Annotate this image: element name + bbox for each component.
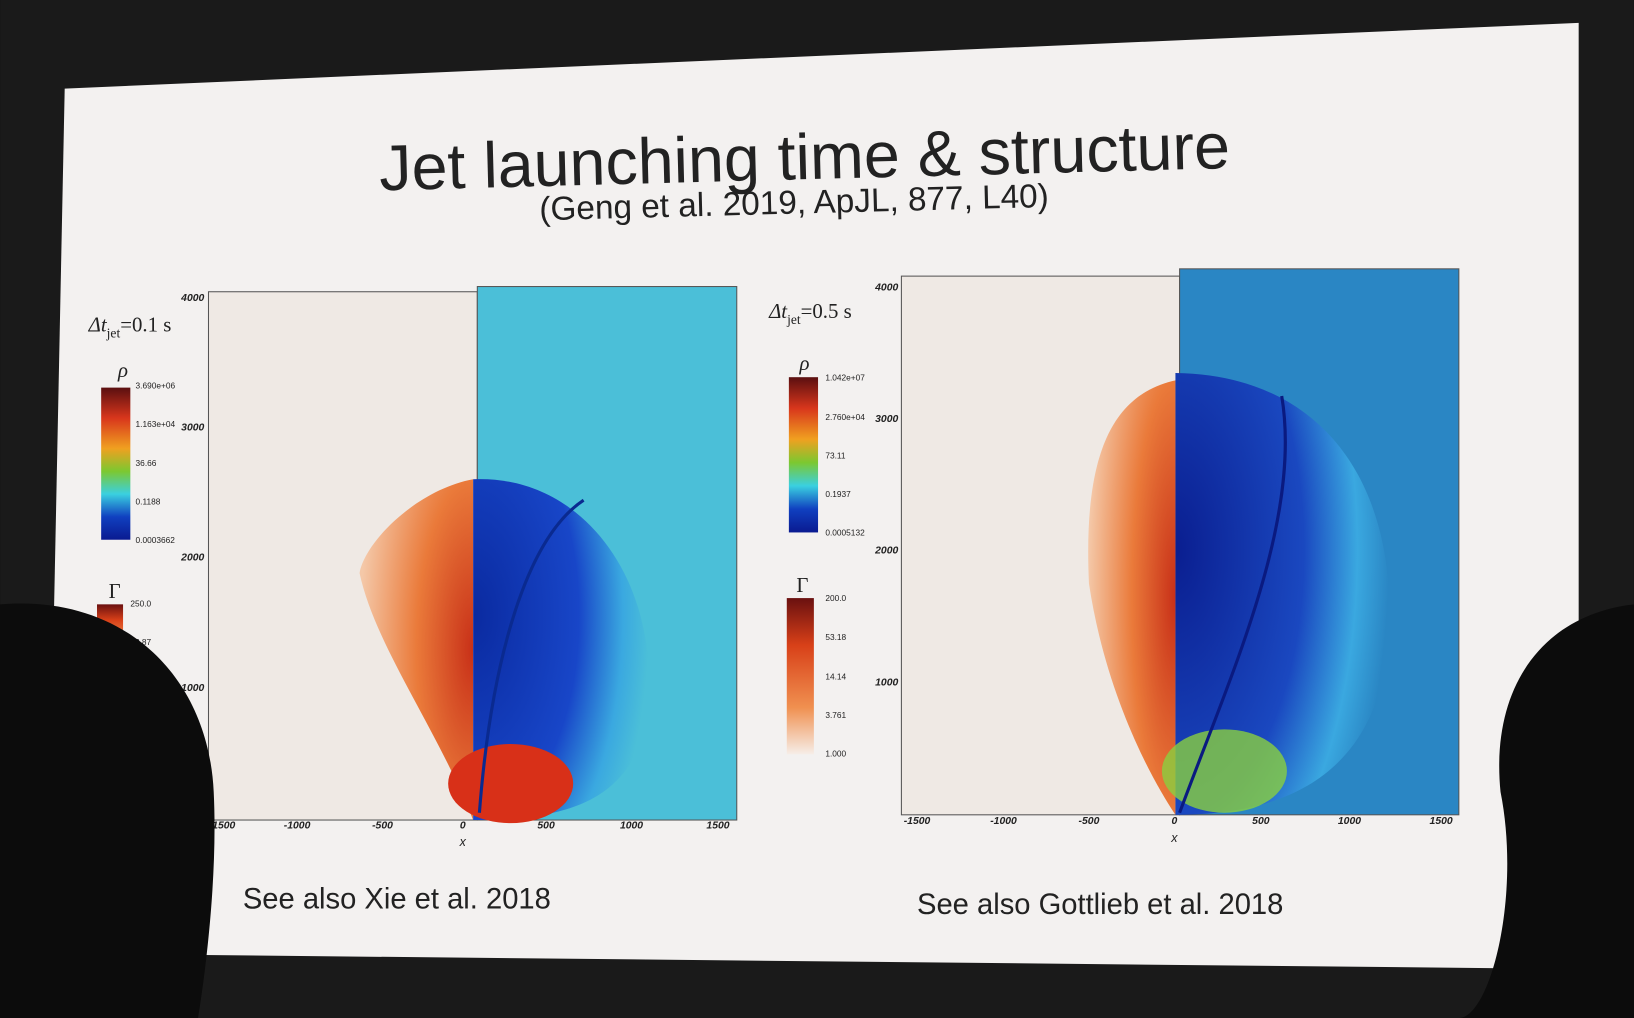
colorbar-tick: 62.87 [130,637,151,647]
x-tick-label: 0 [460,820,466,831]
x-tick-label: -1000 [990,816,1017,827]
colorbar [786,598,814,755]
colorbar-symbol: Γ [109,579,121,603]
labels: Δtjet=0.1 sρ3.690e+061.163e+0436.660.118… [88,283,1453,921]
label-sub: jet [786,312,801,327]
colorbar-tick: 3.690e+06 [136,381,176,391]
label-main: Δt [768,299,788,323]
x-tick-label: 500 [537,820,555,831]
time-label: Δtjet=0.5 s [768,299,852,327]
colorbar-tick: 0.0005132 [825,528,865,538]
colorbar-tick: 0.1937 [825,489,851,499]
colorbar-tick: 0.1188 [136,496,161,506]
label-value: =0.1 s [120,312,171,336]
x-tick-label: -1500 [904,816,931,827]
caption: See also Xie et al. 2018 [243,884,551,916]
colorbar-tick: 1.000 [825,748,846,758]
y-tick-label: 1000 [181,683,204,694]
y-tick-label: 4000 [874,283,898,294]
audience-head [0,603,215,1018]
x-tick-label: 500 [1252,816,1270,827]
colorbar-tick: 200.0 [825,593,846,603]
x-tick-label: -500 [1079,816,1100,827]
y-tick-label: 2000 [874,545,898,556]
audience-head [1458,604,1634,1018]
x-axis-label: x [459,835,467,849]
colorbar-tick: 3.761 [825,710,846,720]
plot-image [207,286,738,824]
colorbar-tick: 36.66 [136,458,157,468]
x-tick-label: 0 [1171,816,1177,827]
x-tick-label: -1000 [284,820,311,831]
colorbar-tick: 2.760e+04 [825,412,865,422]
y-tick-label: 3000 [181,422,204,433]
colorbar-tick: 1.163e+04 [136,419,176,429]
caption: See also Gottlieb et al. 2018 [917,889,1283,921]
colorbar-tick: 73.11 [825,450,846,460]
x-tick-label: -500 [372,820,393,831]
x-tick-label: 1500 [1430,816,1453,827]
colorbar [101,387,131,540]
x-tick-label: 1000 [620,820,643,831]
colorbar-symbol: ρ [798,351,809,375]
y-tick-label: 1000 [875,678,898,689]
y-tick-label: 2000 [180,553,204,564]
colorbar-tick: 53.18 [825,632,846,642]
y-tick-label: 4000 [180,293,204,304]
x-axis-label: x [1170,831,1178,845]
label-sub: jet [106,326,121,341]
colorbar-tick: 0.0003662 [136,535,176,545]
colorbar-symbol: ρ [117,358,128,382]
x-tick-label: 1000 [1338,816,1361,827]
label-value: =0.5 s [801,299,852,323]
colorbar-tick: 250.0 [130,598,151,608]
colorbar-tick: 1.042e+07 [825,372,865,382]
colorbar-symbol: Γ [796,573,808,597]
time-label: Δtjet=0.1 s [88,312,172,340]
plot-image [900,268,1460,816]
label-main: Δt [88,312,108,336]
y-tick-label: 3000 [875,414,898,425]
colorbar-tick: 14.14 [825,671,846,681]
colorbar [788,377,819,533]
x-tick-label: 1500 [706,820,729,831]
x-tick-label: -1500 [209,820,236,831]
